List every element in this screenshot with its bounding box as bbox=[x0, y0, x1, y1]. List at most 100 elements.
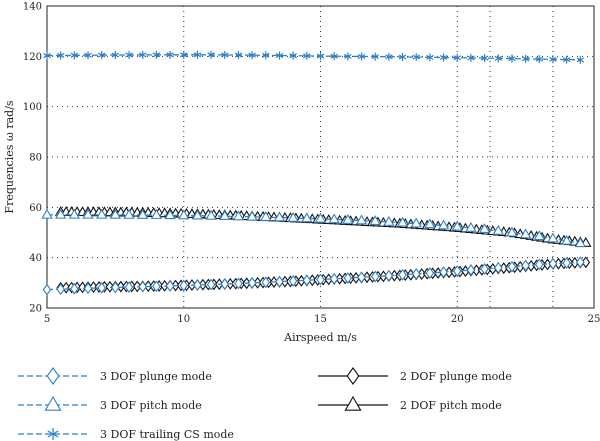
data-point bbox=[547, 232, 559, 243]
data-point bbox=[370, 270, 380, 283]
data-point bbox=[519, 228, 532, 239]
data-point bbox=[480, 263, 489, 275]
data-point bbox=[437, 219, 450, 230]
data-point bbox=[467, 53, 475, 62]
data-point bbox=[179, 50, 188, 59]
data-point bbox=[560, 234, 573, 245]
data-point bbox=[232, 210, 245, 221]
data-point bbox=[506, 226, 518, 237]
data-point bbox=[273, 211, 286, 222]
data-point bbox=[43, 51, 51, 60]
data-point bbox=[247, 276, 257, 289]
y-tick-label: 120 bbox=[23, 52, 42, 63]
data-point bbox=[384, 269, 394, 282]
data-point bbox=[369, 215, 381, 225]
legend-item: 3 DOF pitch mode bbox=[18, 395, 202, 412]
data-point bbox=[425, 267, 435, 279]
data-point bbox=[262, 51, 270, 60]
data-point bbox=[330, 52, 338, 61]
data-point bbox=[260, 211, 272, 221]
data-point bbox=[124, 281, 134, 294]
plot-frame bbox=[46, 5, 595, 309]
data-point bbox=[355, 214, 368, 225]
data-point bbox=[576, 256, 585, 269]
data-point bbox=[494, 54, 503, 63]
data-point bbox=[287, 211, 299, 222]
data-point bbox=[82, 208, 94, 219]
legend-item: 3 DOF trailing CS mode bbox=[18, 428, 234, 441]
data-point bbox=[150, 209, 163, 219]
series-3-dof-pitch-mode bbox=[41, 208, 587, 248]
data-point bbox=[138, 50, 147, 59]
data-point bbox=[426, 53, 434, 62]
data-point bbox=[289, 51, 297, 60]
data-point bbox=[275, 51, 284, 60]
legend-label: 2 DOF plunge mode bbox=[400, 370, 512, 383]
legend: 3 DOF plunge mode 3 DOF pitch mode 3 DOF t… bbox=[18, 367, 512, 441]
data-point bbox=[385, 52, 393, 61]
data-point bbox=[56, 283, 65, 296]
data-point bbox=[152, 280, 161, 293]
data-point bbox=[125, 50, 133, 59]
data-point bbox=[371, 52, 379, 61]
data-point bbox=[574, 237, 587, 248]
y-tick-label: 40 bbox=[29, 253, 42, 264]
data-point bbox=[535, 55, 544, 64]
data-point bbox=[396, 216, 409, 227]
series-3-dof-plunge-mode bbox=[42, 256, 585, 296]
y-tick-label: 100 bbox=[23, 102, 42, 113]
data-point bbox=[234, 277, 243, 290]
data-point bbox=[95, 208, 108, 219]
tick-labels: 20 40 60 80 100 120 140 5 10 15 20 25 bbox=[23, 2, 600, 326]
data-point bbox=[275, 275, 284, 288]
data-point bbox=[41, 208, 53, 219]
data-point bbox=[383, 215, 395, 226]
data-point bbox=[328, 213, 340, 224]
data-point bbox=[219, 210, 231, 221]
legend-item: 2 DOF plunge mode bbox=[318, 367, 512, 385]
y-tick-label: 80 bbox=[29, 153, 42, 164]
x-tick-label: 20 bbox=[451, 314, 464, 325]
data-point bbox=[97, 281, 106, 294]
data-point bbox=[562, 55, 571, 64]
data-point bbox=[70, 282, 79, 295]
legend-label: 3 DOF pitch mode bbox=[100, 399, 202, 412]
x-tick-label: 25 bbox=[588, 314, 600, 325]
x-tick-label: 5 bbox=[44, 314, 50, 325]
data-point bbox=[220, 278, 230, 290]
data-point bbox=[70, 51, 79, 60]
data-point bbox=[576, 55, 585, 64]
data-point bbox=[68, 208, 81, 219]
data-point bbox=[410, 217, 422, 228]
legend-marker bbox=[46, 367, 60, 385]
data-point bbox=[261, 276, 271, 289]
data-point bbox=[478, 223, 491, 234]
data-point bbox=[206, 278, 216, 291]
x-tick-label: 10 bbox=[177, 314, 190, 325]
data-point bbox=[302, 274, 312, 287]
data-point bbox=[111, 51, 120, 60]
data-point bbox=[165, 279, 175, 292]
data-point bbox=[97, 51, 106, 60]
data-point bbox=[342, 213, 354, 224]
x-tick-label: 15 bbox=[314, 314, 327, 325]
data-point bbox=[205, 209, 217, 220]
data-point bbox=[535, 258, 544, 271]
data-point bbox=[562, 257, 571, 269]
data-point bbox=[453, 53, 462, 62]
data-point bbox=[56, 51, 65, 60]
x-axis-label: Airspeed m/s bbox=[283, 331, 357, 344]
data-point bbox=[234, 51, 243, 60]
data-point bbox=[314, 212, 327, 223]
data-point bbox=[316, 52, 325, 61]
data-point bbox=[343, 272, 353, 284]
legend-label: 3 DOF trailing CS mode bbox=[100, 428, 234, 441]
data-point bbox=[152, 50, 161, 59]
data-point bbox=[164, 209, 176, 220]
legend-marker bbox=[344, 395, 362, 411]
data-point bbox=[179, 279, 189, 292]
data-point bbox=[84, 51, 92, 60]
data-point bbox=[191, 209, 204, 220]
series-layer bbox=[41, 50, 592, 296]
data-point bbox=[178, 209, 190, 220]
